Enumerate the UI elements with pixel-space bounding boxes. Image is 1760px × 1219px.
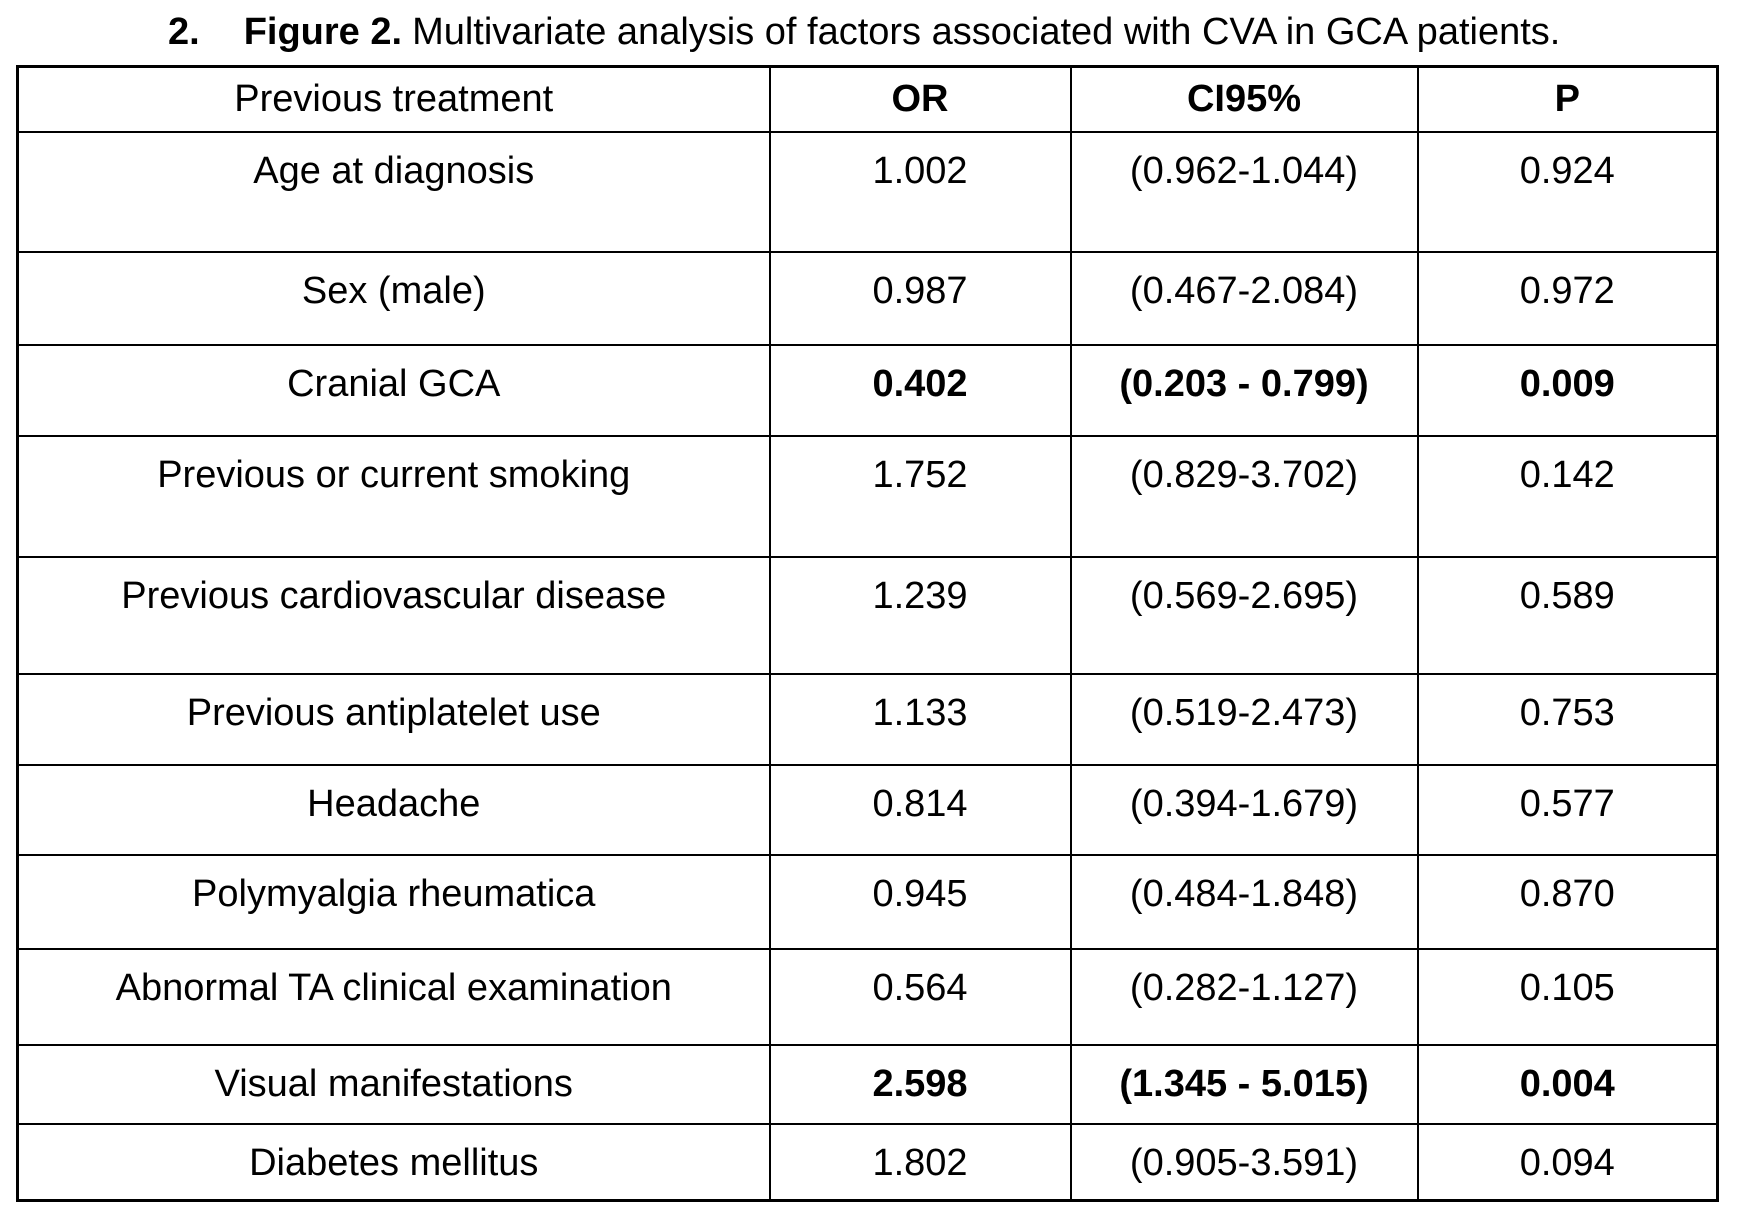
row-label-cell: Age at diagnosis xyxy=(16,131,771,254)
or-value-cell: 1.752 xyxy=(768,435,1072,559)
row-label-cell: Sex (male) xyxy=(16,251,771,347)
or-value-cell: 0.814 xyxy=(768,764,1072,857)
table-body: Age at diagnosis 1.002 (0.962-1.044) 0.9… xyxy=(16,131,1719,1202)
header-cell-previous-treatment: Previous treatment xyxy=(16,65,771,134)
or-value-cell: 0.402 xyxy=(768,344,1072,438)
table-row: Previous antiplatelet use 1.133 (0.519-2… xyxy=(16,673,1719,767)
table-header: Previous treatment OR CI95% P xyxy=(16,65,1719,134)
table-row: Age at diagnosis 1.002 (0.962-1.044) 0.9… xyxy=(16,131,1719,254)
or-value-cell: 0.564 xyxy=(768,948,1072,1047)
ci-value-cell: (0.829-3.702) xyxy=(1069,435,1419,559)
or-value-cell: 1.239 xyxy=(768,556,1072,676)
header-cell-ci95: CI95% xyxy=(1069,65,1419,134)
p-value-cell: 0.870 xyxy=(1416,854,1719,951)
row-label-cell: Cranial GCA xyxy=(16,344,771,438)
p-value-cell: 0.924 xyxy=(1416,131,1719,254)
p-value-cell: 0.009 xyxy=(1416,344,1719,438)
header-cell-or: OR xyxy=(768,65,1072,134)
ci-value-cell: (0.962-1.044) xyxy=(1069,131,1419,254)
figure-list-number: 2. xyxy=(168,11,200,53)
row-label-cell: Previous or current smoking xyxy=(16,435,771,559)
ci-value-cell: (0.203 - 0.799) xyxy=(1069,344,1419,438)
ci-value-cell: (0.905-3.591) xyxy=(1069,1123,1419,1202)
p-value-cell: 0.577 xyxy=(1416,764,1719,857)
table-row: Polymyalgia rheumatica 0.945 (0.484-1.84… xyxy=(16,854,1719,951)
or-value-cell: 1.802 xyxy=(768,1123,1072,1202)
ci-value-cell: (0.569-2.695) xyxy=(1069,556,1419,676)
row-label-cell: Diabetes mellitus xyxy=(16,1123,771,1202)
table-row: Abnormal TA clinical examination 0.564 (… xyxy=(16,948,1719,1047)
or-value-cell: 1.002 xyxy=(768,131,1072,254)
p-value-cell: 0.004 xyxy=(1416,1044,1719,1126)
ci-value-cell: (0.467-2.084) xyxy=(1069,251,1419,347)
row-label-cell: Abnormal TA clinical examination xyxy=(16,948,771,1047)
row-label-cell: Visual manifestations xyxy=(16,1044,771,1126)
or-value-cell: 1.133 xyxy=(768,673,1072,767)
table-row: Previous or current smoking 1.752 (0.829… xyxy=(16,435,1719,559)
ci-value-cell: (0.394-1.679) xyxy=(1069,764,1419,857)
figure-caption: 2. Figure 2. Multivariate analysis of fact… xyxy=(0,0,1760,56)
p-value-cell: 0.589 xyxy=(1416,556,1719,676)
figure-label: Figure 2. xyxy=(243,11,403,53)
table-row: Diabetes mellitus 1.802 (0.905-3.591) 0.… xyxy=(16,1123,1719,1202)
row-label-cell: Polymyalgia rheumatica xyxy=(16,854,771,951)
ci-value-cell: (0.282-1.127) xyxy=(1069,948,1419,1047)
or-value-cell: 0.987 xyxy=(768,251,1072,347)
table-row: Headache 0.814 (0.394-1.679) 0.577 xyxy=(16,764,1719,857)
multivariate-results-table: Previous treatment OR CI95% P Age at dia… xyxy=(16,64,1719,1202)
p-value-cell: 0.105 xyxy=(1416,948,1719,1047)
row-label-cell: Headache xyxy=(16,764,771,857)
or-value-cell: 2.598 xyxy=(768,1044,1072,1126)
ci-value-cell: (1.345 - 5.015) xyxy=(1069,1044,1419,1126)
figure-caption-text: Multivariate analysis of factors associa… xyxy=(412,11,1561,53)
ci-value-cell: (0.519-2.473) xyxy=(1069,673,1419,767)
p-value-cell: 0.972 xyxy=(1416,251,1719,347)
p-value-cell: 0.753 xyxy=(1416,673,1719,767)
header-cell-p: P xyxy=(1416,65,1719,134)
table-row: Previous cardiovascular disease 1.239 (0… xyxy=(16,556,1719,676)
p-value-cell: 0.142 xyxy=(1416,435,1719,559)
ci-value-cell: (0.484-1.848) xyxy=(1069,854,1419,951)
table-row: Visual manifestations 2.598 (1.345 - 5.0… xyxy=(16,1044,1719,1126)
table-row: Cranial GCA 0.402 (0.203 - 0.799) 0.009 xyxy=(16,344,1719,438)
row-label-cell: Previous antiplatelet use xyxy=(16,673,771,767)
p-value-cell: 0.094 xyxy=(1416,1123,1719,1202)
table-row: Sex (male) 0.987 (0.467-2.084) 0.972 xyxy=(16,251,1719,347)
or-value-cell: 0.945 xyxy=(768,854,1072,951)
row-label-cell: Previous cardiovascular disease xyxy=(16,556,771,676)
table-header-row: Previous treatment OR CI95% P xyxy=(16,65,1719,134)
